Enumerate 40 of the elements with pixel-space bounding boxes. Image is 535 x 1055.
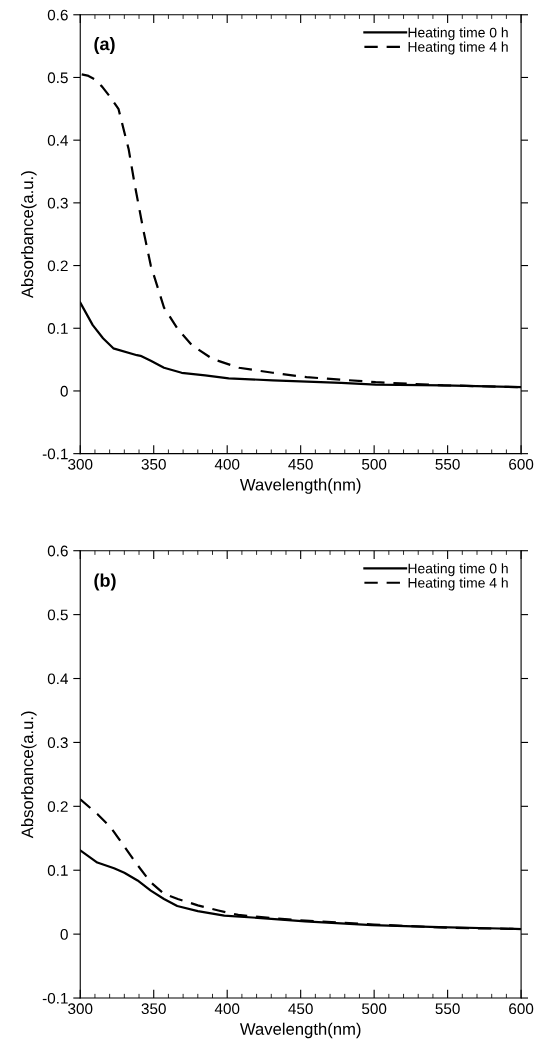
- y-tick-label: 0.5: [47, 72, 68, 84]
- y-tick-label: 0: [60, 385, 68, 397]
- y-tick-label: -0.1: [42, 448, 68, 460]
- x-tick-label: 600: [509, 1003, 534, 1015]
- legend-label: Heating time 4 h: [408, 577, 508, 591]
- y-tick-label: 0: [60, 928, 68, 940]
- legend-label: Heating time 0 h: [408, 27, 508, 41]
- y-axis-title: Absorbance(a.u.): [21, 171, 37, 299]
- x-tick-label: 400: [214, 458, 240, 470]
- y-tick-label: -0.1: [42, 992, 68, 1004]
- x-tick-label: 350: [141, 458, 166, 470]
- y-tick-label: 0.1: [47, 323, 68, 334]
- y-tick-label: 0.6: [47, 545, 68, 557]
- x-tick-label: 550: [435, 458, 460, 470]
- x-tick-label: 450: [288, 1003, 313, 1015]
- y-axis-title: Absorbance(a.u.): [21, 711, 37, 839]
- x-tick-label: 600: [509, 458, 534, 470]
- y-tick-label: 0.1: [47, 865, 68, 876]
- y-tick-label: 0.2: [47, 801, 68, 813]
- y-tick-label: 0.3: [47, 737, 68, 749]
- x-tick-label: 300: [68, 1003, 93, 1015]
- annotation: (b): [94, 573, 116, 591]
- x-tick-label: 550: [435, 1003, 460, 1015]
- legend-label: Heating time 0 h: [408, 563, 508, 577]
- y-tick-label: 0.5: [47, 609, 68, 621]
- y-tick-label: 0.4: [47, 135, 68, 146]
- y-tick-label: 0.2: [47, 260, 68, 272]
- x-tick-label: 400: [214, 1003, 240, 1015]
- x-tick-label: 500: [362, 458, 387, 470]
- x-tick-label: 350: [141, 1003, 166, 1015]
- x-tick-label: 300: [68, 458, 93, 470]
- y-tick-label: 0.6: [47, 9, 68, 21]
- y-tick-label: 0.4: [47, 673, 68, 685]
- annotation: (a): [94, 37, 115, 54]
- y-tick-label: 0.3: [47, 197, 68, 209]
- x-tick-label: 450: [288, 458, 313, 470]
- x-tick-label: 500: [362, 1003, 387, 1015]
- x-axis-title: Wavelength(nm): [239, 478, 361, 494]
- x-axis-title: Wavelength(nm): [239, 1022, 361, 1039]
- legend-label: Heating time 4 h: [408, 41, 508, 55]
